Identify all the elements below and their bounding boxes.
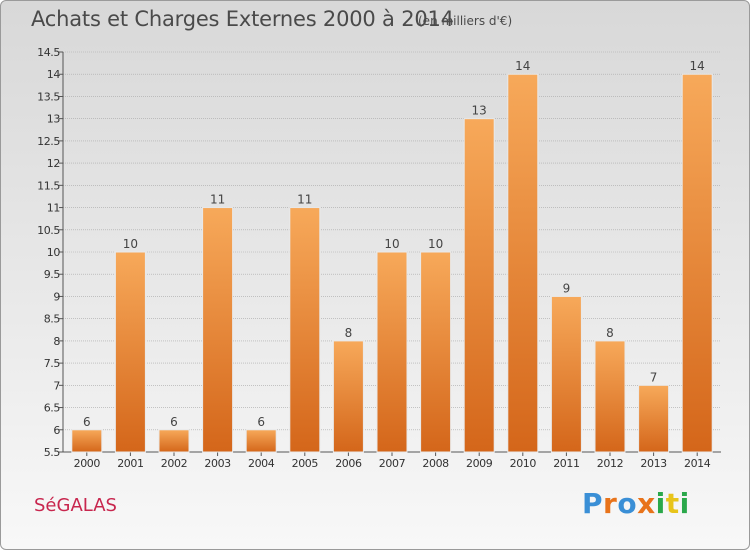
logo-letter: i: [655, 487, 666, 520]
bar: [507, 73, 539, 453]
y-tick-label: 13.5: [37, 90, 60, 103]
y-tick-label: 13: [47, 113, 61, 126]
bar: [202, 207, 234, 453]
y-tick-label: 6.5: [44, 402, 61, 415]
data-label: 10: [123, 237, 138, 251]
y-tick-label: 5.5: [44, 446, 61, 459]
logo-letter: o: [617, 487, 638, 520]
x-tick-label: 2003: [204, 457, 231, 470]
y-tick-label: 14: [47, 68, 61, 81]
bar: [114, 251, 146, 453]
bar: [638, 384, 670, 453]
bar: [289, 207, 321, 453]
data-label: 11: [297, 193, 312, 207]
y-tick-label: 14.5: [37, 46, 60, 59]
data-label: 6: [170, 415, 178, 429]
logo-letter: P: [582, 487, 604, 520]
x-tick-label: 2006: [335, 457, 362, 470]
data-label: 8: [606, 326, 614, 340]
y-tick-label: 9: [53, 290, 60, 303]
x-tick-label: 2008: [422, 457, 449, 470]
data-label: 14: [515, 59, 530, 73]
data-label: 7: [650, 370, 658, 384]
x-tick-label: 2004: [248, 457, 275, 470]
bar: [463, 118, 495, 453]
logo-letter: i: [679, 487, 690, 520]
x-tick-label: 2002: [161, 457, 187, 470]
bars: [71, 73, 713, 453]
x-tick-label: 2009: [466, 457, 493, 470]
data-label: 6: [83, 415, 91, 429]
y-tick-label: 7: [53, 379, 60, 392]
y-tick-label: 12: [47, 157, 60, 170]
x-tick-label: 2011: [553, 457, 579, 470]
bar: [681, 73, 713, 453]
x-tick-label: 2005: [292, 457, 319, 470]
y-tick-label: 6: [53, 424, 60, 437]
y-tick-label: 10: [47, 246, 61, 259]
x-tick-label: 2012: [597, 457, 623, 470]
data-label: 11: [210, 193, 225, 207]
data-label: 13: [472, 104, 487, 118]
x-tick-label: 2007: [379, 457, 406, 470]
bar: [594, 340, 626, 453]
y-tick-label: 11: [47, 202, 60, 215]
data-label: 6: [257, 415, 265, 429]
y-tick-label: 9.5: [44, 268, 61, 281]
data-label: 10: [384, 237, 399, 251]
bar: [158, 429, 190, 453]
x-tick-label: 2010: [510, 457, 537, 470]
data-label: 10: [428, 237, 443, 251]
x-tick-label: 2000: [74, 457, 101, 470]
bar: [420, 251, 452, 453]
data-label: 8: [345, 326, 353, 340]
data-label: 14: [690, 59, 705, 73]
logo-letter: t: [665, 487, 680, 520]
bar: [332, 340, 364, 453]
chart-unit: (en milliers d'€): [418, 14, 513, 28]
labels: 6 2000 10 2001 6 2002 11 2003 6 2004 11 2005 8 2006 10…: [74, 59, 712, 470]
proxiti-logo: Proxiti: [582, 487, 690, 520]
logo-letter: x: [637, 487, 656, 520]
x-tick-label: 2014: [684, 457, 711, 470]
bar: [550, 295, 582, 453]
x-tick-label: 2013: [640, 457, 667, 470]
y-tick-label: 8: [53, 335, 60, 348]
x-tick-label: 2001: [117, 457, 143, 470]
y-tick-label: 11.5: [37, 179, 60, 192]
logo-letter: r: [603, 487, 618, 520]
bar: [245, 429, 277, 453]
bar: [71, 429, 103, 453]
bar: [376, 251, 408, 453]
data-label: 9: [563, 281, 571, 295]
commune-name: SéGALAS: [34, 495, 117, 516]
y-tick-label: 12.5: [37, 135, 60, 148]
y-tick-label: 8.5: [44, 313, 61, 326]
y-tick-label: 10.5: [37, 224, 60, 237]
chart-title: Achats et Charges Externes 2000 à 2014: [31, 7, 454, 31]
y-tick-label: 7.5: [44, 357, 61, 370]
